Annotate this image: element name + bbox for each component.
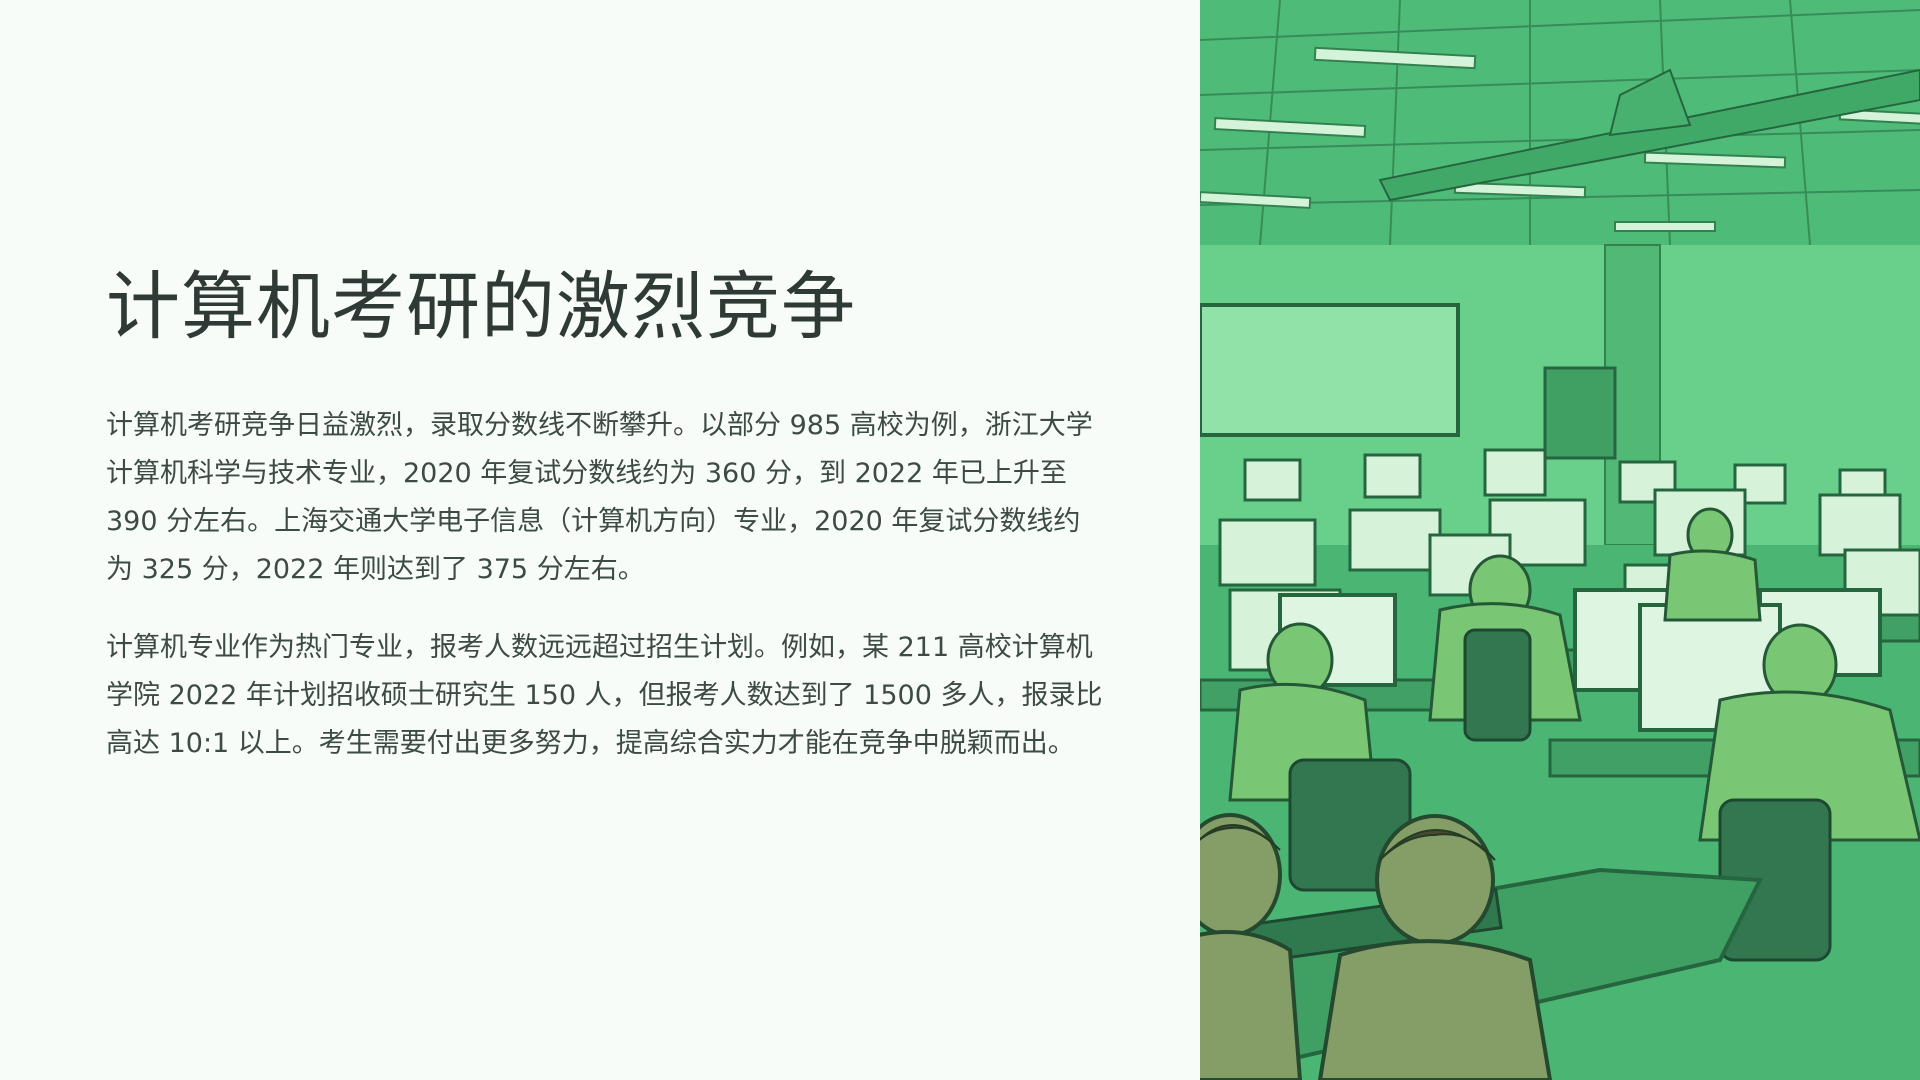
- text-panel: 计算机考研的激烈竞争 计算机考研竞争日益激烈，录取分数线不断攀升。以部分 985…: [106, 264, 1106, 798]
- computer-lab-illustration: [1200, 0, 1920, 1080]
- slide-body: 计算机考研竞争日益激烈，录取分数线不断攀升。以部分 985 高校为例，浙江大学计…: [106, 402, 1106, 798]
- paragraph-1: 计算机考研竞争日益激烈，录取分数线不断攀升。以部分 985 高校为例，浙江大学计…: [106, 410, 1093, 585]
- paragraph-2: 计算机专业作为热门专业，报考人数远远超过招生计划。例如，某 211 高校计算机学…: [106, 632, 1103, 759]
- slide-title: 计算机考研的激烈竞争: [106, 264, 856, 350]
